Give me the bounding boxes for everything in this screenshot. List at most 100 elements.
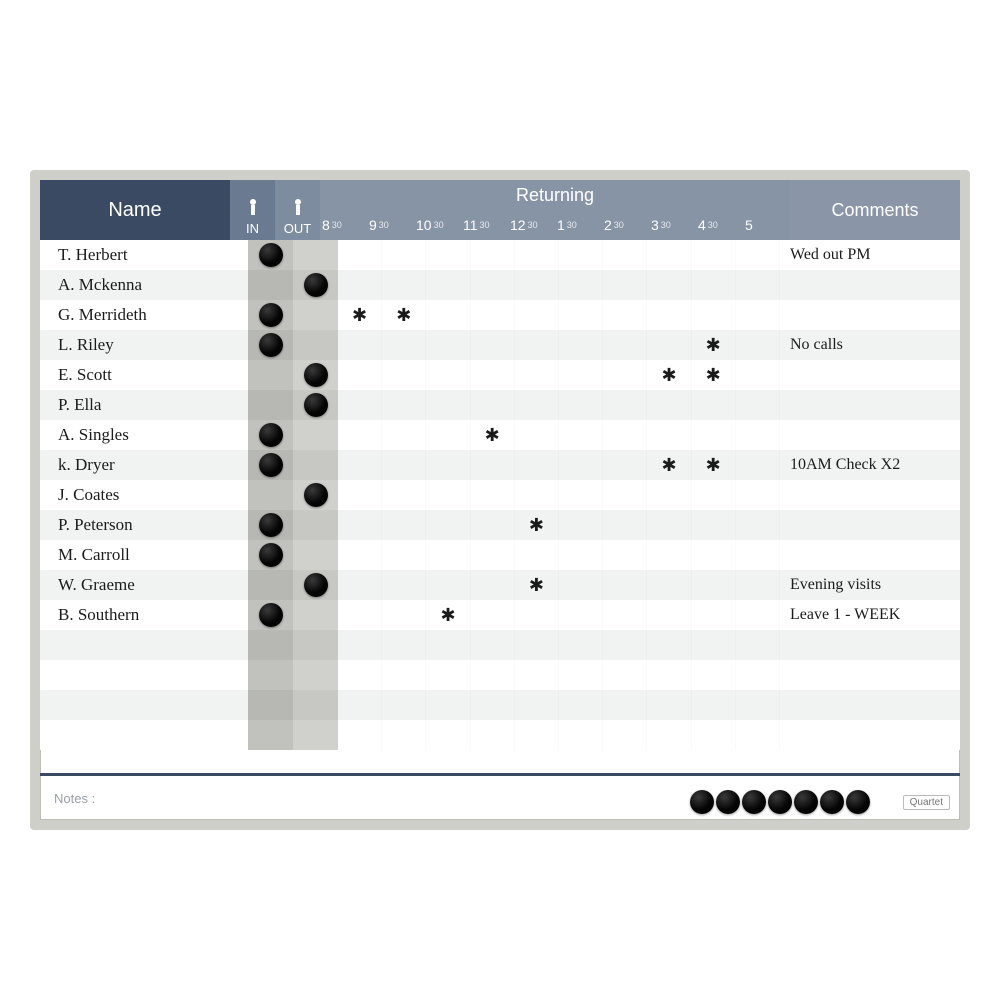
out-cell[interactable] xyxy=(293,510,338,540)
out-cell[interactable] xyxy=(293,360,338,390)
out-cell[interactable] xyxy=(293,270,338,300)
time-cell[interactable] xyxy=(647,240,691,270)
out-cell[interactable] xyxy=(293,420,338,450)
time-cell[interactable] xyxy=(647,270,691,300)
time-cell[interactable] xyxy=(736,600,780,630)
time-cell[interactable] xyxy=(559,450,603,480)
comment-cell[interactable] xyxy=(780,390,960,420)
time-cell[interactable] xyxy=(647,390,691,420)
magnet[interactable] xyxy=(259,513,283,537)
magnet[interactable] xyxy=(304,393,328,417)
time-cell[interactable] xyxy=(515,300,559,330)
time-cell[interactable] xyxy=(382,450,426,480)
time-cell[interactable] xyxy=(559,480,603,510)
magnet[interactable] xyxy=(304,483,328,507)
time-cell[interactable] xyxy=(382,420,426,450)
magnet[interactable] xyxy=(259,243,283,267)
time-cell[interactable] xyxy=(647,540,691,570)
time-cell[interactable] xyxy=(382,330,426,360)
time-cell[interactable] xyxy=(338,330,382,360)
time-cell[interactable] xyxy=(692,420,736,450)
time-cell[interactable] xyxy=(338,240,382,270)
time-cell[interactable] xyxy=(692,570,736,600)
time-cell[interactable] xyxy=(559,600,603,630)
comment-cell[interactable]: 10AM Check X2 xyxy=(780,450,960,480)
comment-cell[interactable] xyxy=(780,540,960,570)
time-cell[interactable] xyxy=(382,600,426,630)
time-cell[interactable] xyxy=(515,480,559,510)
time-cell[interactable] xyxy=(692,240,736,270)
time-cell[interactable]: ✱ xyxy=(647,360,691,390)
spare-magnet[interactable] xyxy=(690,790,714,814)
comment-cell[interactable] xyxy=(780,420,960,450)
time-cell[interactable]: ✱ xyxy=(692,360,736,390)
in-cell[interactable] xyxy=(248,510,293,540)
time-cell[interactable] xyxy=(382,390,426,420)
time-cell[interactable] xyxy=(559,300,603,330)
time-cell[interactable] xyxy=(471,330,515,360)
time-cell[interactable] xyxy=(603,390,647,420)
in-cell[interactable] xyxy=(248,330,293,360)
in-cell[interactable] xyxy=(248,480,293,510)
magnet[interactable] xyxy=(259,423,283,447)
comment-cell[interactable]: No calls xyxy=(780,330,960,360)
time-cell[interactable] xyxy=(692,540,736,570)
time-cell[interactable] xyxy=(692,510,736,540)
in-cell[interactable] xyxy=(248,360,293,390)
in-cell[interactable] xyxy=(248,450,293,480)
time-cell[interactable] xyxy=(692,300,736,330)
time-cell[interactable] xyxy=(426,420,470,450)
time-cell[interactable] xyxy=(736,270,780,300)
out-cell[interactable] xyxy=(293,390,338,420)
time-cell[interactable] xyxy=(338,570,382,600)
spare-magnet[interactable] xyxy=(742,790,766,814)
time-cell[interactable] xyxy=(603,270,647,300)
time-cell[interactable] xyxy=(603,360,647,390)
time-cell[interactable] xyxy=(338,510,382,540)
time-cell[interactable] xyxy=(338,540,382,570)
time-cell[interactable] xyxy=(338,450,382,480)
time-cell[interactable] xyxy=(559,240,603,270)
time-cell[interactable] xyxy=(736,510,780,540)
in-cell[interactable] xyxy=(248,390,293,420)
time-cell[interactable] xyxy=(603,450,647,480)
time-cell[interactable] xyxy=(338,360,382,390)
time-cell[interactable] xyxy=(426,270,470,300)
in-cell[interactable] xyxy=(248,540,293,570)
time-cell[interactable] xyxy=(426,480,470,510)
in-cell[interactable] xyxy=(248,570,293,600)
comment-cell[interactable] xyxy=(780,360,960,390)
time-cell[interactable] xyxy=(736,420,780,450)
in-cell[interactable] xyxy=(248,600,293,630)
spare-magnet[interactable] xyxy=(768,790,792,814)
in-cell[interactable] xyxy=(248,300,293,330)
magnet[interactable] xyxy=(304,363,328,387)
comment-cell[interactable] xyxy=(780,480,960,510)
time-cell[interactable] xyxy=(736,330,780,360)
time-cell[interactable] xyxy=(338,600,382,630)
time-cell[interactable] xyxy=(471,510,515,540)
time-cell[interactable] xyxy=(603,300,647,330)
time-cell[interactable] xyxy=(382,480,426,510)
time-cell[interactable] xyxy=(559,540,603,570)
time-cell[interactable] xyxy=(515,330,559,360)
time-cell[interactable]: ✱ xyxy=(692,450,736,480)
time-cell[interactable] xyxy=(692,480,736,510)
time-cell[interactable]: ✱ xyxy=(647,450,691,480)
time-cell[interactable] xyxy=(338,420,382,450)
magnet[interactable] xyxy=(304,273,328,297)
time-cell[interactable] xyxy=(603,240,647,270)
time-cell[interactable] xyxy=(426,540,470,570)
time-cell[interactable] xyxy=(603,540,647,570)
time-cell[interactable] xyxy=(471,450,515,480)
out-cell[interactable] xyxy=(293,570,338,600)
time-cell[interactable] xyxy=(603,600,647,630)
time-cell[interactable] xyxy=(471,300,515,330)
time-cell[interactable] xyxy=(382,360,426,390)
time-cell[interactable] xyxy=(647,420,691,450)
time-cell[interactable] xyxy=(647,480,691,510)
magnet[interactable] xyxy=(259,303,283,327)
time-cell[interactable] xyxy=(647,300,691,330)
time-cell[interactable] xyxy=(515,420,559,450)
out-cell[interactable] xyxy=(293,240,338,270)
